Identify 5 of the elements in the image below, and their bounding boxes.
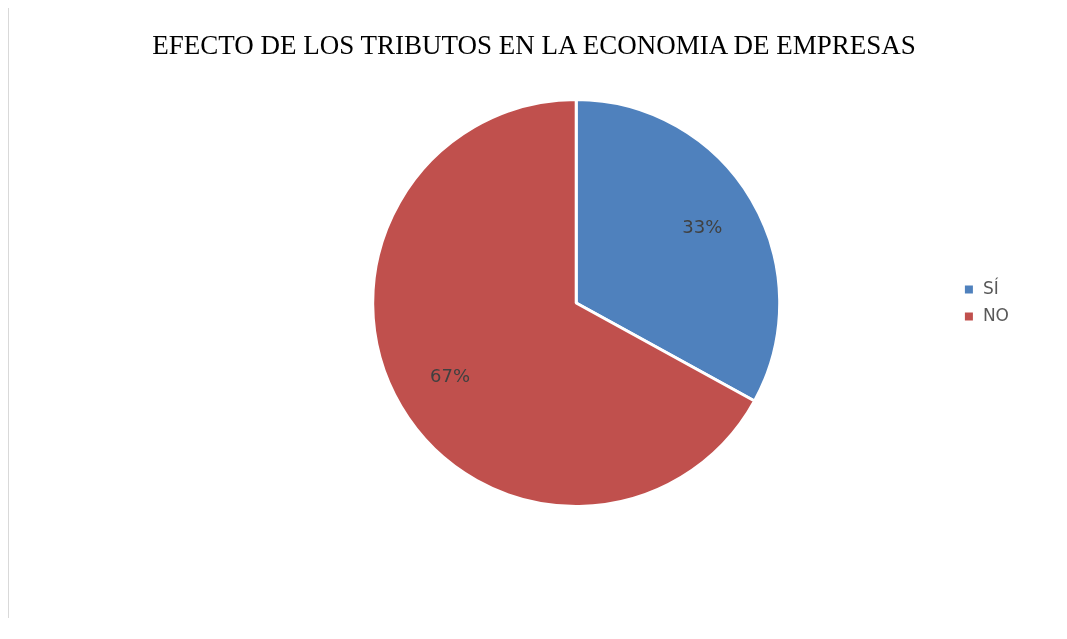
data-label: 67%	[430, 365, 471, 387]
data-label: 33%	[682, 216, 723, 238]
legend-label: NO	[982, 304, 1010, 325]
chart-title: EFECTO DE LOS TRIBUTOS EN LA ECONOMIA DE EMPRESAS	[151, 29, 917, 62]
legend-label: SÍ	[982, 276, 999, 298]
